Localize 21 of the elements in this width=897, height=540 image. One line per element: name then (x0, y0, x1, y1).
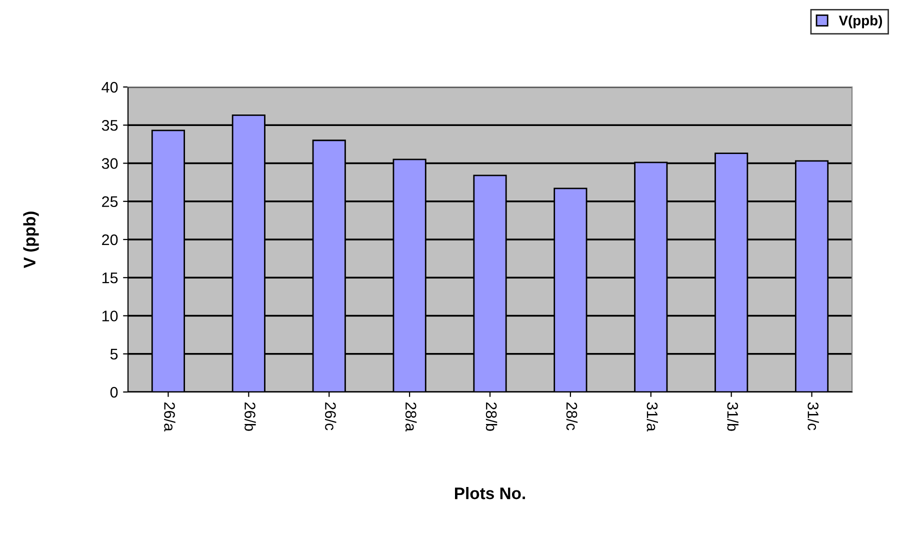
y-tick-label: 25 (102, 196, 118, 208)
y-tick-label: 10 (102, 310, 118, 322)
x-axis-title: Plots No. (455, 487, 525, 500)
x-tick-label: 28/b (486, 402, 498, 431)
y-axis-title: V (ppb) (23, 212, 39, 268)
y-tick-label: 5 (110, 348, 118, 360)
x-tick-label: 31/b (727, 402, 738, 431)
y-tick-label: 35 (102, 120, 118, 131)
legend-label: V(ppb) (838, 15, 882, 28)
x-tick-label: 26/a (164, 402, 176, 432)
y-tick-label: 0 (110, 386, 118, 398)
y-tick-label: 15 (102, 272, 118, 284)
y-tick-label: 20 (102, 234, 118, 246)
x-tick-label: 28/c (566, 402, 578, 430)
x-tick-label: 26/c (325, 402, 336, 430)
x-tick-label: 31/a (646, 402, 658, 432)
x-tick-label: 28/a (405, 402, 417, 432)
y-tick-label: 40 (102, 82, 118, 93)
y-tick-label: 30 (102, 158, 118, 169)
x-tick-label: 31/c (808, 402, 819, 430)
x-tick-label: 26/b (244, 402, 256, 431)
